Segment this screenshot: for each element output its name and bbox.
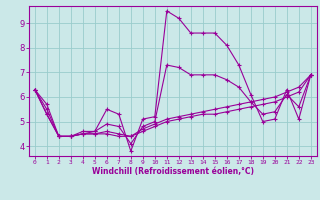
X-axis label: Windchill (Refroidissement éolien,°C): Windchill (Refroidissement éolien,°C) — [92, 167, 254, 176]
